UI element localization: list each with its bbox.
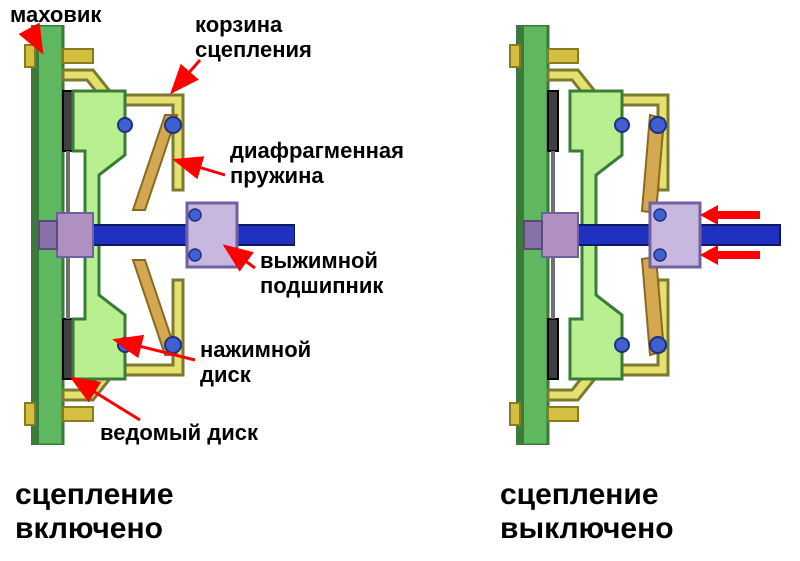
status-disengaged-line1: сцепление [500,478,659,512]
label-basket: корзина сцепления [195,12,312,63]
label-driven-disc: ведомый диск [100,420,258,445]
status-engaged-line2: включено [15,512,163,546]
status-engaged-line1: сцепление [15,478,174,512]
label-release-bearing: выжимной подшипник [260,248,383,299]
label-diaphragm: диафрагменная пружина [230,138,404,189]
label-arrows [0,0,800,561]
label-flywheel: маховик [10,2,101,27]
label-pressure-plate: нажимной диск [200,337,311,388]
status-disengaged-line2: выключено [500,512,674,546]
